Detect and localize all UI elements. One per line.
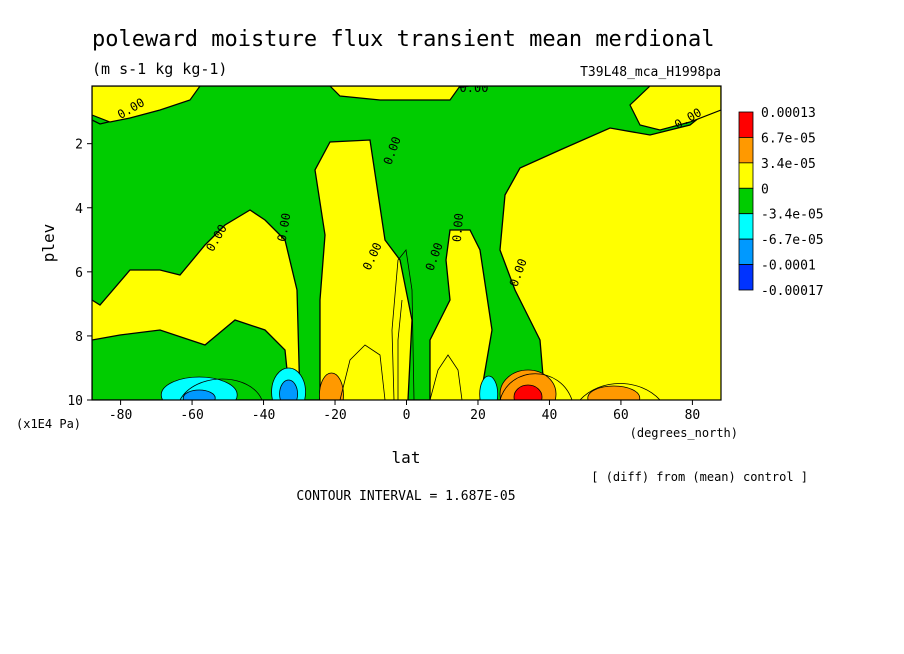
x-tick-label: -60 (180, 408, 203, 423)
positive-region-nw (92, 86, 201, 123)
colorbar-swatch (738, 137, 754, 164)
colorbar-swatch (738, 264, 754, 291)
colorbar-swatch (738, 187, 754, 215)
contour-line-4 (179, 378, 263, 400)
core-3 (279, 379, 298, 400)
core-4 (319, 372, 344, 400)
x-tick-label: 20 (470, 408, 486, 423)
x-tick-label: -20 (323, 408, 346, 423)
colorbar-label: -0.00017 (761, 284, 824, 299)
contour-field: 0.000.000.00 0.000.00 0.000.000.000.000.00 (92, 81, 721, 400)
diff-note: [ (diff) from (mean) control ] (591, 470, 808, 484)
colorbar-swatch (738, 238, 754, 265)
chart-subtitle: (m s-1 kg kg-1) (92, 60, 227, 78)
x-tick-label: 80 (685, 408, 701, 423)
chart-title: poleward moisture flux transient mean me… (92, 27, 715, 52)
x-tick-label: -40 (252, 408, 275, 423)
contour-interval: CONTOUR INTERVAL = 1.687E-05 (296, 489, 515, 504)
x-axis-label: lat (392, 448, 421, 467)
colorbar-swatch (738, 162, 754, 189)
x-axis-units: (degrees_north) (630, 426, 738, 440)
contour-line-1 (397, 299, 403, 400)
y-tick-label: 4 (75, 202, 83, 217)
contour-label: 0.00 (450, 213, 466, 243)
y-axis-label: plev (39, 224, 58, 263)
core-0 (160, 376, 238, 400)
y-tick-label: 8 (75, 330, 83, 345)
colorbar-label: 6.7e-05 (761, 131, 816, 146)
negative-region-0 (92, 86, 721, 400)
core-8 (587, 385, 641, 400)
run-label: T39L48_mca_H1998pa (580, 65, 721, 80)
colorbar-label: -3.4e-05 (761, 208, 824, 223)
contour-line-5 (499, 373, 573, 400)
colorbar-label: 0 (761, 182, 769, 197)
negative-region-1 (92, 319, 291, 400)
x-tick-label: 0 (403, 408, 411, 423)
colorbar-label: 0.00013 (761, 106, 816, 121)
y-axis: 2 4 6 8 10 (67, 138, 92, 409)
y-tick-label: 10 (67, 394, 83, 409)
core-1 (182, 389, 216, 400)
positive-region-top (329, 86, 461, 101)
contour-line-3 (429, 354, 463, 400)
x-tick-label: 40 (542, 408, 558, 423)
contour-label: 0.00 (275, 212, 294, 243)
x-tick-label: -80 (109, 408, 132, 423)
colorbar-swatch (738, 111, 754, 138)
positive-region-ne (629, 86, 721, 131)
colorbar: 0.00013 6.7e-05 3.4e-05 0 -3.4e-05 -6.7e-05 -0… (738, 106, 824, 299)
contour-line-0 (391, 249, 415, 400)
core-5 (479, 375, 499, 400)
colorbar-swatch (738, 213, 754, 240)
core-7 (513, 384, 543, 400)
colorbar-label: 3.4e-05 (761, 157, 816, 172)
contour-label: 0.00 (460, 81, 489, 95)
contour-line-6 (579, 383, 661, 400)
colorbar-label: -6.7e-05 (761, 233, 824, 248)
colorbar-label: -0.0001 (761, 259, 816, 274)
x-tick-label: 60 (613, 408, 629, 423)
x-axis: -80 -60 -40 -20 0 20 40 60 80 (109, 400, 700, 423)
y-tick-label: 2 (75, 138, 83, 153)
contour-line-2 (339, 344, 386, 400)
y-axis-units: (x1E4 Pa) (16, 417, 81, 431)
y-tick-label: 6 (75, 266, 83, 281)
